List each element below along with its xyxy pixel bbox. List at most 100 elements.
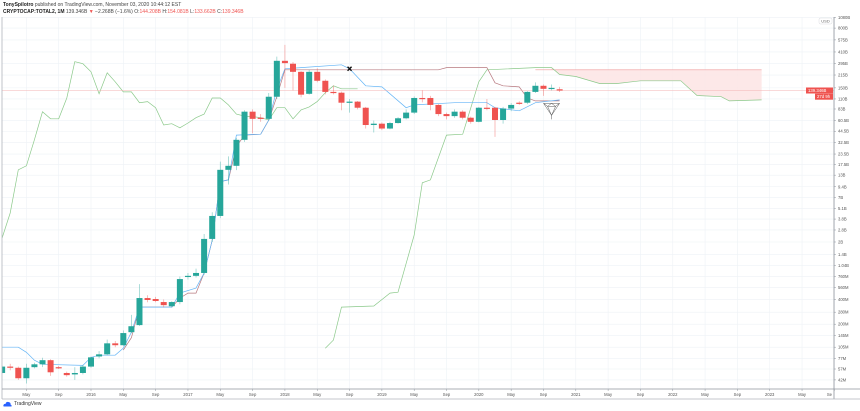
candle[interactable] <box>378 122 385 131</box>
candle[interactable] <box>281 44 288 88</box>
candle[interactable] <box>346 98 353 113</box>
time-tick-label: Sep <box>152 392 160 397</box>
candle[interactable] <box>79 364 86 375</box>
candle[interactable] <box>31 362 38 369</box>
candle[interactable] <box>128 314 135 334</box>
candle[interactable] <box>314 68 321 83</box>
time-tick-label: Sep <box>540 392 548 397</box>
price-axis[interactable]: 1080B 800B 575B 410B 295B 215B 150B 110B 83B 60.5… <box>834 15 850 383</box>
candle[interactable] <box>104 339 111 356</box>
candle[interactable] <box>443 112 450 120</box>
candle-body <box>306 71 313 94</box>
candle[interactable] <box>427 95 434 111</box>
time-tick-label: 2017 <box>183 392 193 397</box>
candle[interactable] <box>403 109 410 120</box>
candles[interactable] <box>0 44 563 384</box>
candle[interactable] <box>548 84 555 91</box>
candle[interactable] <box>386 121 393 130</box>
candle[interactable] <box>298 71 305 98</box>
countdown-tag-text: 27d 9h <box>817 94 831 99</box>
candle[interactable] <box>451 109 458 118</box>
open-label: O: <box>134 9 140 15</box>
candle[interactable] <box>516 101 523 105</box>
time-axis[interactable]: May Sep 2016 May Sep 2017 May Sep 2018 May Sep 2019… <box>22 389 835 397</box>
candle[interactable] <box>459 110 466 120</box>
candle[interactable] <box>15 366 22 380</box>
candle[interactable] <box>120 330 127 347</box>
candle[interactable] <box>467 116 474 124</box>
candle[interactable] <box>306 69 313 95</box>
candle[interactable] <box>338 91 345 111</box>
candle[interactable] <box>47 359 54 376</box>
candle-body <box>120 333 127 346</box>
drawings[interactable] <box>347 66 561 120</box>
candle[interactable] <box>88 356 94 368</box>
candle[interactable] <box>492 106 498 137</box>
candle[interactable] <box>411 96 418 115</box>
candle[interactable] <box>160 299 167 308</box>
candle[interactable] <box>322 79 329 95</box>
candle-body <box>7 366 14 368</box>
candle[interactable] <box>233 137 240 171</box>
candle[interactable] <box>168 301 175 308</box>
time-tick-label: May <box>410 392 419 397</box>
candle[interactable] <box>435 104 442 117</box>
candle[interactable] <box>354 100 361 110</box>
candle-body <box>459 111 466 118</box>
candle[interactable] <box>532 82 539 93</box>
candle[interactable] <box>225 156 232 185</box>
candle[interactable] <box>540 84 547 96</box>
candle[interactable] <box>7 363 14 371</box>
candle[interactable] <box>55 366 62 370</box>
diamond-drawing-icon[interactable] <box>543 103 561 120</box>
author-name[interactable]: TonySpilotro <box>3 2 34 8</box>
candle[interactable] <box>152 296 159 303</box>
candle[interactable] <box>39 357 46 368</box>
cross-marker-icon[interactable] <box>347 66 353 72</box>
candle-body <box>144 298 151 300</box>
candle-body <box>290 63 296 72</box>
candle[interactable] <box>290 61 296 91</box>
candle[interactable] <box>176 276 183 305</box>
candle[interactable] <box>475 106 482 123</box>
candle[interactable] <box>193 268 200 278</box>
candle[interactable] <box>201 234 208 275</box>
candle[interactable] <box>112 340 119 348</box>
candle[interactable] <box>0 365 6 374</box>
candle[interactable] <box>96 351 103 359</box>
candle[interactable] <box>500 106 507 124</box>
candle[interactable] <box>330 85 337 95</box>
candle[interactable] <box>209 212 216 242</box>
candle[interactable] <box>63 371 70 377</box>
candle[interactable] <box>483 98 490 111</box>
candle[interactable] <box>136 284 143 327</box>
tradingview-watermark[interactable]: TradingView <box>3 401 42 407</box>
candle[interactable] <box>23 363 30 384</box>
candle[interactable] <box>524 91 531 105</box>
candle[interactable] <box>419 90 426 103</box>
candle[interactable] <box>257 114 264 122</box>
candle[interactable] <box>508 103 515 112</box>
candle-body <box>475 107 482 122</box>
candle[interactable] <box>184 272 191 280</box>
candle[interactable] <box>217 161 224 219</box>
candle[interactable] <box>395 117 402 124</box>
candle[interactable] <box>265 92 272 121</box>
candle[interactable] <box>362 106 369 129</box>
symbol-label[interactable]: CRYPTOCAP:TOTAL2, 1M <box>3 9 65 15</box>
candle[interactable] <box>144 295 151 303</box>
candle[interactable] <box>71 367 78 380</box>
candle[interactable] <box>241 110 248 142</box>
low-value: 133.662B <box>194 9 216 15</box>
candle[interactable] <box>273 56 280 99</box>
candle[interactable] <box>370 120 377 133</box>
candle-body <box>233 139 240 166</box>
close-value: 139.346B <box>222 9 244 15</box>
conversion-line <box>2 64 560 366</box>
candle-body <box>225 165 232 170</box>
candle[interactable] <box>249 109 256 134</box>
candle-body <box>201 238 208 273</box>
price-tick-label: 400M <box>838 297 849 302</box>
candle[interactable] <box>556 86 563 92</box>
